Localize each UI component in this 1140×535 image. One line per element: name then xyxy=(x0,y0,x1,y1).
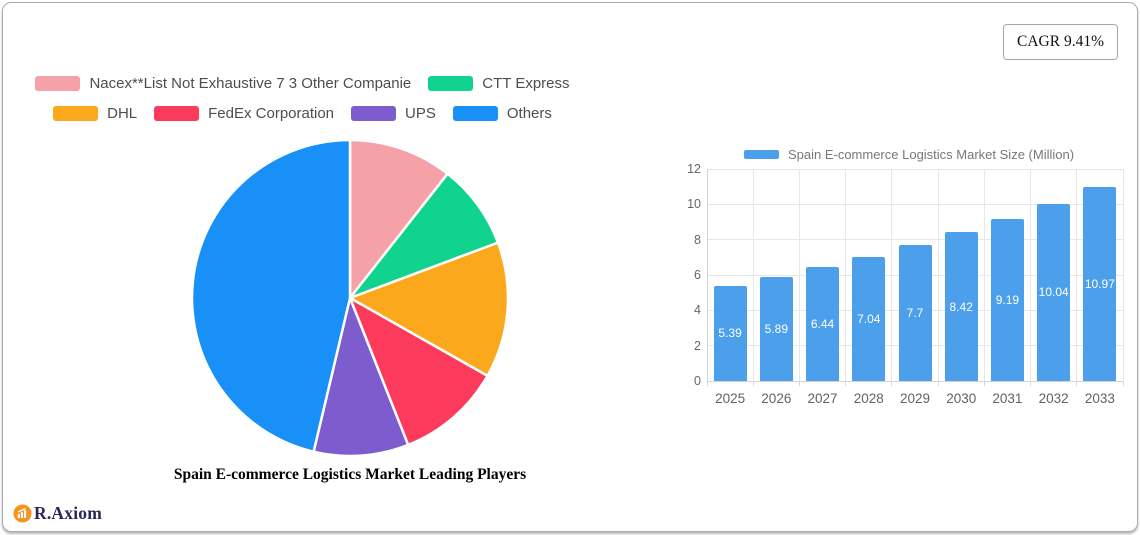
legend-item-label: Others xyxy=(506,105,552,122)
x-axis-tick-label: 2029 xyxy=(899,391,931,406)
legend-item-label: DHL xyxy=(107,105,138,122)
bar-legend-swatch-icon xyxy=(743,150,779,159)
pie-chart-title: Spain E-commerce Logistics Market Leadin… xyxy=(173,466,527,483)
x-axis-tick-label: 2025 xyxy=(715,391,746,406)
x-gridline xyxy=(1076,169,1078,381)
y-axis-tick-label: 12 xyxy=(687,162,701,176)
x-gridline xyxy=(937,169,939,381)
legend-swatch-icon xyxy=(351,106,397,121)
pie-slice xyxy=(190,138,352,453)
pie-slice xyxy=(348,138,449,300)
x-axis-tick xyxy=(798,381,800,386)
x-gridline xyxy=(845,169,847,381)
bar-value-label: 5.39 xyxy=(718,326,742,341)
legend-swatch-icon xyxy=(428,76,474,91)
x-gridline xyxy=(983,169,985,381)
y-gridline xyxy=(707,168,1123,170)
pie-slice xyxy=(348,296,489,447)
pie-chart xyxy=(190,138,510,458)
x-axis-tick xyxy=(1122,381,1124,386)
brand-logo: R.Axiom xyxy=(13,503,102,524)
x-gridline xyxy=(1030,169,1032,381)
bar-chart: Spain E-commerce Logistics Market Size (… xyxy=(683,145,1135,407)
bar-chart-plot-area: 0 2 4 6 8 10 12 5.39 2025 5.89 2026 6.44 2027 7.04 202… xyxy=(687,162,1124,406)
x-axis-tick xyxy=(891,381,893,386)
bar-value-label: 7.04 xyxy=(857,311,881,326)
legend-item-label: UPS xyxy=(405,105,436,122)
pie-legend-item: DHL xyxy=(53,105,137,122)
bar-2028 xyxy=(852,256,886,381)
y-gridline xyxy=(707,239,1123,241)
pie-slice xyxy=(348,172,500,300)
x-axis-tick-label: 2027 xyxy=(807,391,838,406)
x-axis-tick-label: 2031 xyxy=(992,391,1023,406)
x-gridline xyxy=(798,169,800,381)
x-gridline xyxy=(706,169,708,381)
bar-legend-label: Spain E-commerce Logistics Market Size (… xyxy=(787,147,1075,162)
bar-2025 xyxy=(713,285,747,381)
x-gridline xyxy=(752,169,754,381)
logo-mark-icon xyxy=(13,504,32,523)
bar-value-label: 10.97 xyxy=(1084,277,1115,292)
bar-value-label: 7.7 xyxy=(906,305,924,320)
legend-item-label: Nacex**List Not Exhaustive 7 3 Other Com… xyxy=(89,75,412,92)
y-axis-tick-label: 2 xyxy=(694,338,701,353)
bar-value-label: 6.44 xyxy=(810,317,835,332)
legend-item-label: FedEx Corporation xyxy=(208,105,335,122)
y-axis-tick-label: 4 xyxy=(694,303,701,318)
bar-2027 xyxy=(806,267,840,381)
x-axis-tick xyxy=(983,381,985,386)
pie-legend-item: FedEx Corporation xyxy=(154,105,334,122)
x-axis-tick xyxy=(1030,381,1032,386)
x-axis-tick xyxy=(937,381,939,386)
pie-slice xyxy=(348,241,510,378)
bar-value-label: 10.04 xyxy=(1038,285,1069,300)
pie-legend: Nacex**List Not Exhaustive 7 3 Other Com… xyxy=(20,75,585,122)
x-axis-tick-label: 2026 xyxy=(761,391,792,406)
pie-slice xyxy=(312,296,410,458)
y-gridline xyxy=(707,380,1123,382)
bar-2033 xyxy=(1083,187,1117,381)
bar-2031 xyxy=(990,218,1024,381)
y-gridline xyxy=(707,203,1123,205)
pie-legend-row: DHL FedEx Corporation UPS Others xyxy=(53,105,552,122)
bar-value-label: 5.89 xyxy=(764,321,788,336)
legend-swatch-icon xyxy=(35,76,81,91)
x-axis-tick xyxy=(752,381,754,386)
x-axis-tick xyxy=(1076,381,1078,386)
bar-value-label: 8.42 xyxy=(949,299,973,314)
pie-legend-item: UPS xyxy=(351,105,436,122)
x-axis-tick xyxy=(845,381,847,386)
x-axis-tick-label: 2033 xyxy=(1084,391,1115,406)
y-axis-tick-label: 10 xyxy=(687,197,701,212)
x-axis-tick-label: 2028 xyxy=(853,391,884,406)
bar-2032 xyxy=(1037,203,1071,381)
x-gridline xyxy=(891,169,893,381)
bar-chart-legend: Spain E-commerce Logistics Market Size (… xyxy=(683,147,1135,162)
x-axis-tick-label: 2030 xyxy=(946,391,977,406)
bar-2026 xyxy=(759,276,793,381)
x-axis-tick-label: 2032 xyxy=(1038,391,1069,406)
legend-swatch-icon xyxy=(452,106,498,121)
x-axis-tick xyxy=(706,381,708,386)
logo-text: R.Axiom xyxy=(34,503,102,523)
pie-legend-item: Others xyxy=(452,105,552,122)
pie-legend-item: Nacex**List Not Exhaustive 7 3 Other Com… xyxy=(35,75,411,92)
x-gridline xyxy=(1122,169,1124,381)
bar-value-label: 9.19 xyxy=(995,292,1020,307)
bar-2029 xyxy=(898,244,932,381)
legend-swatch-icon xyxy=(53,106,99,121)
cagr-badge: CAGR 9.41% xyxy=(1003,24,1118,60)
legend-swatch-icon xyxy=(154,106,200,121)
pie-legend-row: Nacex**List Not Exhaustive 7 3 Other Com… xyxy=(35,75,570,92)
pie-legend-item: CTT Express xyxy=(428,75,570,92)
legend-item-label: CTT Express xyxy=(482,75,570,92)
bar-2030 xyxy=(944,232,978,381)
y-axis-tick-label: 8 xyxy=(694,232,701,247)
y-axis-tick-label: 0 xyxy=(694,374,701,388)
y-axis-tick-label: 6 xyxy=(694,268,701,282)
